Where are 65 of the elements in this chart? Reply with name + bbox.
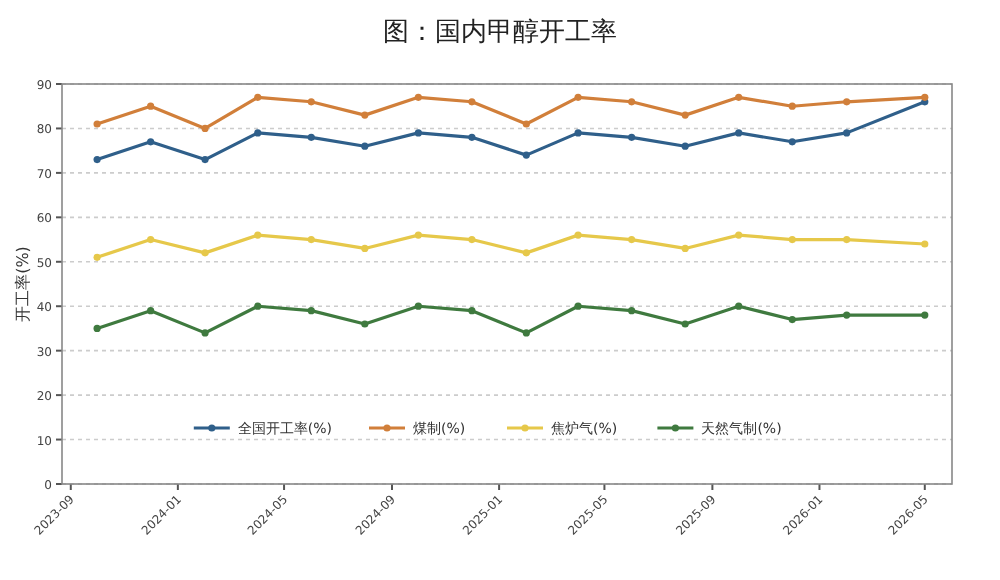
point bbox=[628, 133, 636, 141]
point bbox=[93, 155, 101, 164]
point bbox=[628, 235, 636, 244]
point bbox=[574, 93, 582, 101]
point bbox=[788, 102, 796, 110]
point bbox=[788, 138, 796, 146]
point bbox=[681, 244, 689, 253]
point bbox=[254, 231, 262, 239]
point bbox=[201, 124, 209, 133]
point bbox=[147, 102, 155, 110]
point bbox=[254, 93, 262, 101]
point bbox=[361, 111, 369, 119]
point bbox=[468, 98, 476, 106]
point bbox=[147, 138, 155, 146]
point bbox=[843, 311, 851, 319]
point bbox=[843, 129, 851, 137]
point bbox=[307, 98, 315, 106]
point bbox=[788, 235, 796, 244]
point bbox=[93, 253, 101, 261]
point bbox=[414, 302, 422, 310]
point bbox=[361, 320, 369, 328]
point bbox=[307, 235, 315, 244]
point bbox=[201, 155, 209, 164]
point bbox=[522, 329, 530, 337]
point bbox=[574, 231, 582, 239]
point bbox=[628, 98, 636, 106]
point bbox=[468, 235, 476, 244]
y-axis-title: 开工率(%) bbox=[14, 246, 32, 322]
point bbox=[254, 129, 262, 137]
point bbox=[361, 142, 369, 150]
point bbox=[921, 240, 929, 248]
point bbox=[361, 244, 369, 253]
point bbox=[843, 235, 851, 244]
point bbox=[681, 320, 689, 328]
point bbox=[307, 133, 315, 141]
point bbox=[93, 324, 101, 333]
point bbox=[843, 98, 851, 106]
point bbox=[414, 231, 422, 239]
point bbox=[93, 120, 101, 128]
point bbox=[201, 329, 209, 337]
point bbox=[921, 93, 929, 101]
point bbox=[574, 302, 582, 310]
point bbox=[522, 151, 530, 159]
point bbox=[735, 93, 743, 101]
point bbox=[628, 307, 636, 315]
point bbox=[468, 307, 476, 315]
point bbox=[681, 142, 689, 150]
point bbox=[735, 231, 743, 239]
point bbox=[522, 120, 530, 128]
point bbox=[921, 311, 929, 319]
point bbox=[735, 302, 743, 310]
point bbox=[147, 307, 155, 315]
point bbox=[574, 129, 582, 137]
point bbox=[307, 307, 315, 315]
point bbox=[468, 133, 476, 141]
point bbox=[414, 93, 422, 101]
point bbox=[735, 129, 743, 137]
chart-title: 图：国内甲醇开工率 bbox=[383, 16, 617, 48]
point bbox=[522, 249, 530, 257]
point bbox=[201, 249, 209, 257]
point bbox=[254, 302, 262, 310]
point bbox=[788, 315, 796, 324]
point bbox=[147, 235, 155, 244]
point bbox=[681, 111, 689, 119]
point bbox=[414, 129, 422, 137]
